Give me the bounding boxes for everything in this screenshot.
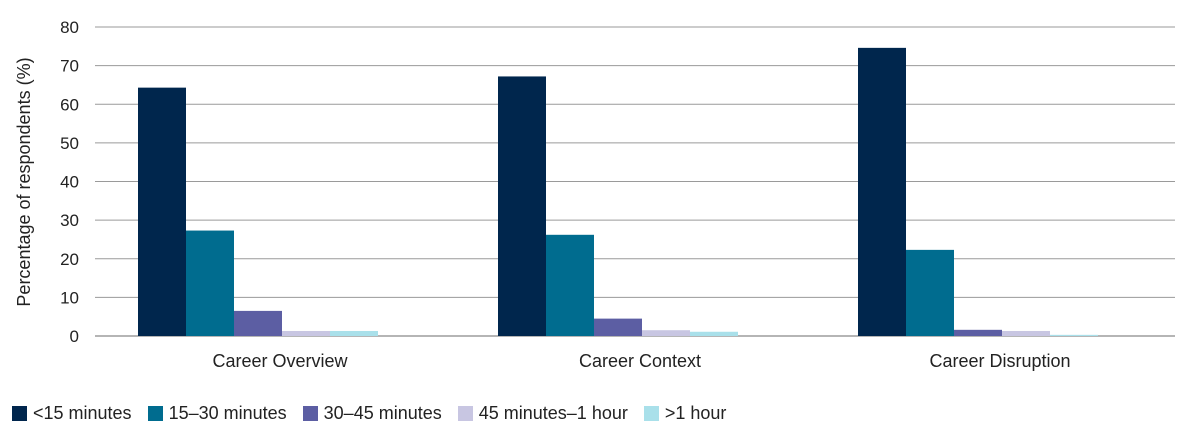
y-tick-labels: 0 10 20 30 40 50 60 70 80	[60, 18, 79, 346]
category-label: Career Disruption	[929, 351, 1070, 371]
bar	[594, 318, 642, 336]
bar	[186, 230, 234, 336]
legend-item: 30–45 minutes	[302, 403, 442, 423]
legend-swatch	[12, 405, 27, 421]
bar	[234, 310, 282, 336]
y-tick-label: 10	[60, 288, 79, 307]
y-tick-label: 80	[60, 18, 79, 37]
y-tick-label: 50	[60, 134, 79, 153]
legend-item: >1 hour	[643, 403, 727, 423]
gridlines	[95, 26, 1175, 337]
bar	[138, 87, 186, 336]
legend-label: 15–30 minutes	[168, 403, 287, 423]
bar	[1002, 330, 1050, 336]
bar	[330, 330, 378, 336]
legend-label: 30–45 minutes	[323, 403, 442, 423]
legend-item: <15 minutes	[12, 403, 132, 423]
legend-item: 15–30 minutes	[147, 403, 287, 423]
category-label: Career Overview	[212, 351, 348, 371]
category-label: Career Context	[579, 351, 701, 371]
y-tick-label: 0	[70, 327, 79, 346]
legend-label: <15 minutes	[33, 403, 132, 423]
legend-swatch	[457, 405, 473, 421]
bar	[690, 331, 738, 336]
legend-item: 45 minutes–1 hour	[457, 403, 628, 423]
legend-swatch	[643, 405, 659, 421]
legend: <15 minutes 15–30 minutes 30–45 minutes 45 …	[12, 403, 742, 423]
category-labels: Career Overview Career Context Career Disr…	[212, 351, 1070, 371]
legend-swatch	[302, 405, 318, 421]
y-tick-label: 40	[60, 173, 79, 192]
bar	[1050, 334, 1098, 336]
bar	[282, 330, 330, 336]
y-tick-label: 20	[60, 250, 79, 269]
y-tick-label: 60	[60, 95, 79, 114]
bars	[138, 47, 1098, 337]
y-tick-label: 30	[60, 211, 79, 230]
y-tick-label: 70	[60, 57, 79, 76]
bar	[906, 249, 954, 336]
legend-label: >1 hour	[664, 403, 727, 423]
legend-label: 45 minutes–1 hour	[478, 403, 628, 423]
y-axis-title: Percentage of respondents (%)	[14, 57, 34, 306]
legend-swatch	[147, 405, 163, 421]
bar	[546, 234, 594, 336]
bar	[498, 76, 546, 336]
bar	[954, 329, 1002, 336]
bar	[642, 330, 690, 336]
bar	[858, 47, 906, 337]
